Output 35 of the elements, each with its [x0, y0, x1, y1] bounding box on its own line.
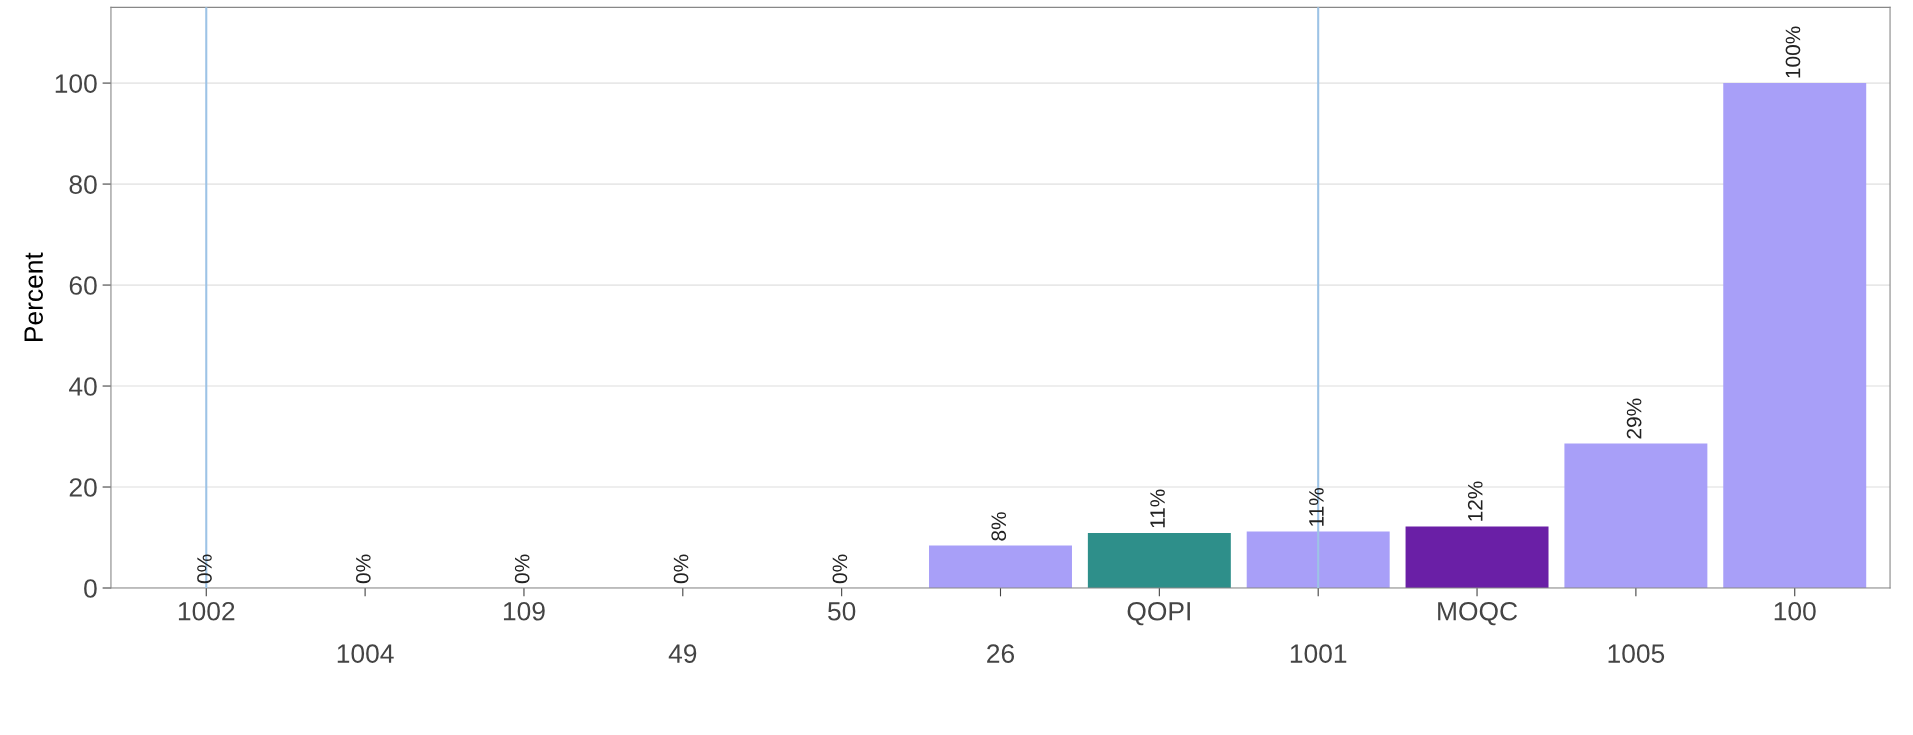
data-label: 0% — [673, 554, 689, 584]
y-tick-label: 100 — [55, 74, 97, 93]
data-label: 0% — [197, 554, 212, 584]
data-label: 11% — [1150, 489, 1165, 528]
data-label: 0% — [832, 554, 848, 584]
data-label: 100% — [1785, 26, 1801, 78]
x-tick-label: 100 — [1774, 601, 1816, 621]
data-label: 29% — [1626, 398, 1642, 439]
data-label: 12% — [1467, 481, 1483, 521]
x-tick-label: 50 — [828, 601, 856, 621]
y-tick-label: 0 — [84, 579, 97, 598]
y-tick-label: 80 — [69, 175, 97, 194]
data-label: 0% — [514, 554, 530, 584]
x-tick-label: 49 — [668, 644, 697, 663]
y-tick-label: 20 — [69, 478, 97, 497]
x-tick-label: 109 — [503, 601, 545, 621]
data-label: 8% — [991, 512, 1007, 541]
x-tick-label: 1005 — [1608, 644, 1665, 663]
bar — [1405, 526, 1549, 588]
x-tick-label: 1002 — [178, 601, 235, 621]
x-tick-label: QOPI — [1127, 601, 1190, 626]
x-tick-label: MOQC — [1438, 601, 1518, 626]
y-tick-label: 60 — [69, 276, 97, 295]
bar — [1723, 83, 1867, 588]
bar — [929, 545, 1072, 588]
bar — [1087, 532, 1231, 588]
x-tick-label: 1001 — [1290, 644, 1347, 663]
bar — [1564, 443, 1708, 588]
data-label: 11% — [1309, 487, 1324, 526]
data-label: 0% — [355, 554, 371, 584]
y-tick-label: 40 — [69, 377, 97, 396]
x-tick-label: 1004 — [337, 644, 394, 663]
y-axis-title: Percent — [24, 252, 43, 341]
x-tick-label: 26 — [987, 644, 1015, 663]
bar — [1246, 531, 1390, 588]
